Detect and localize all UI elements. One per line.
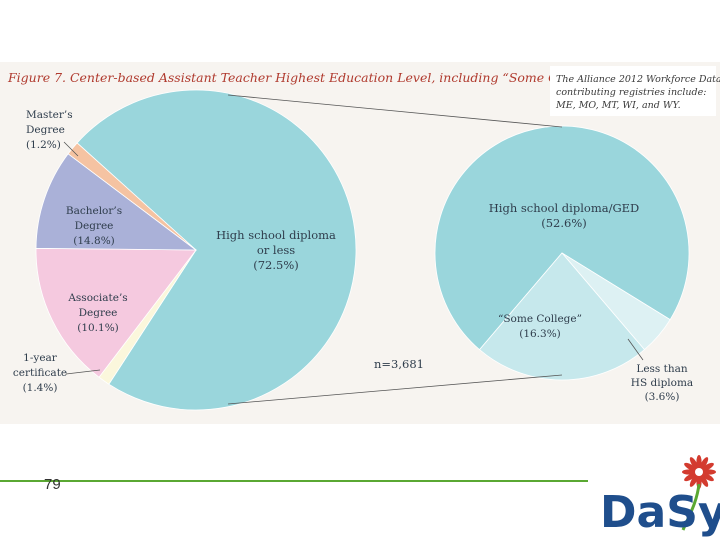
flower-petal [699,474,709,487]
slice-hs-or-less [76,89,357,411]
flower-petal [689,474,699,487]
source-note-line-2: contributing registries include: [556,87,706,98]
hs-or-less-label-line-3: (72.5%) [253,258,299,272]
flower-icon [681,455,716,531]
less-than-hs-label-line-2: HS diploma [631,377,693,389]
slice-associates [35,153,198,251]
associates-label-line-1: Associate’s [67,292,127,304]
flower-petal [699,457,709,470]
less-than-hs-leader-line [627,338,644,361]
less-than-hs-label-line-3: (3.6%) [645,391,680,403]
slice-bachelors [35,247,197,378]
connector-line-bottom [227,374,563,405]
footer-divider [0,480,588,482]
hs-ged-label-line-2: (52.6%) [541,216,587,230]
main-pie [35,89,357,411]
less-than-hs-label-line-1: Less than [636,363,688,375]
figure-panel: Figure 7. Center-based Assistant Teacher… [0,62,720,424]
dasy-logo: DaSy [600,455,720,538]
flower-petal [689,457,699,470]
certificate-label-line-1: 1-year [23,352,58,364]
slice-certificate [67,142,197,251]
some-college-label-line-2: (16.3%) [519,328,561,340]
logo-wordmark: DaSy [600,487,720,538]
masters-label-line-3: (1.2%) [26,139,61,151]
detail-pie [434,125,690,381]
flower-petal [684,472,697,482]
source-note-line-3: ME, MO, MT, WI, and WY. [555,100,681,111]
masters-label-line-1: Master’s [26,109,73,121]
source-note-box [550,66,716,116]
page-number: 79 [44,476,61,493]
slice-some-college [479,252,645,381]
certificate-label-line-2: certificate [13,367,67,379]
source-note-line-1: The Alliance 2012 Workforce Dataset [556,74,720,85]
flower-center [695,468,703,476]
figure-chart: Figure 7. Center-based Assistant Teacher… [7,66,720,411]
bachelors-label-line-3: (14.8%) [73,235,115,247]
hs-or-less-label-line-1: High school diploma [216,228,336,242]
hs-ged-label-line-1: High school diploma/GED [489,201,640,215]
associates-label-line-2: Degree [79,307,118,319]
hs-or-less-label-line-2: or less [257,243,295,257]
connector-line-top [227,94,563,128]
associates-label-line-3: (10.1%) [77,322,119,334]
n-count-label: n=3,681 [374,357,424,371]
slice-hs-ged [434,125,690,351]
bachelors-label-line-1: Bachelor’s [66,205,122,217]
certificate-label-line-3: (1.4%) [23,382,58,394]
flower-petal [701,472,714,482]
figure-title: Figure 7. Center-based Assistant Teacher… [7,70,602,85]
certificate-leader-line [65,369,101,375]
flower-petal [684,462,697,472]
bachelors-label-line-2: Degree [75,220,114,232]
flower-petal [701,462,714,472]
some-college-label-line-1: “Some College” [498,313,582,325]
masters-leader-line [63,141,79,157]
flower-stem [681,483,701,531]
masters-label-line-2: Degree [26,124,65,136]
